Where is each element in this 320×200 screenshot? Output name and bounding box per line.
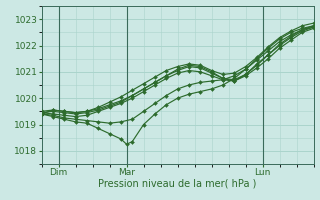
X-axis label: Pression niveau de la mer( hPa ): Pression niveau de la mer( hPa )	[99, 179, 257, 189]
